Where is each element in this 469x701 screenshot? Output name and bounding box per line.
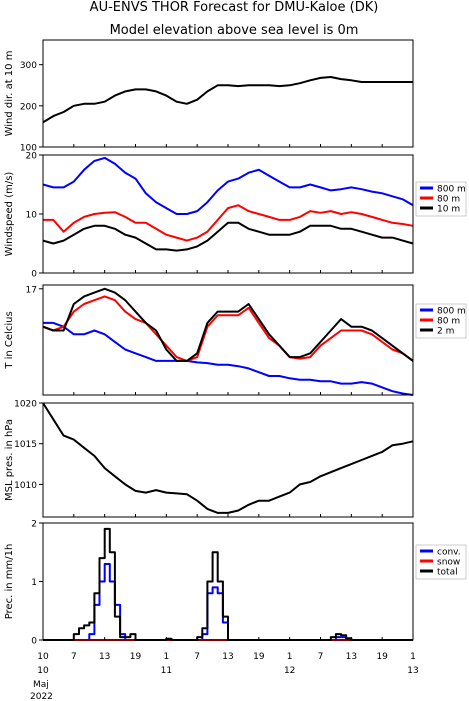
series-line-main	[42, 402, 414, 514]
series-line-10-m	[42, 221, 414, 252]
y-tick-label: 1020	[14, 400, 37, 410]
y-axis-label: MSL pres. in hPa	[4, 419, 15, 501]
y-tick-label: 0	[31, 637, 37, 647]
y-tick-label: 200	[20, 102, 37, 112]
x-tick-label: 19	[253, 652, 265, 662]
chart-title-line1: AU-ENVS THOR Forecast for DMU-Kaloe (DK)	[90, 0, 379, 15]
legend-label: snow	[437, 558, 460, 568]
panel-0: 100 200 300 Wind dir. at 10 m	[4, 39, 414, 154]
series-line-main	[42, 76, 413, 124]
x-day-label: 12	[284, 666, 295, 676]
y-axis-label: Windspeed (m/s)	[4, 172, 15, 257]
x-tick-label: 1	[287, 652, 293, 662]
x-tick-label: 13	[222, 652, 233, 662]
y-axis-label: Wind dir. at 10 m	[4, 51, 15, 137]
x-tick-label: 13	[346, 652, 357, 662]
x-tick-label: 1	[163, 652, 169, 662]
legend-label: 10 m	[437, 205, 460, 215]
panel-2: 17 T in Celcius 800 m80 m2 m	[4, 284, 467, 396]
x-tick-label: 13	[99, 652, 110, 662]
y-tick-label: 1	[31, 578, 37, 588]
x-day-label: 13	[407, 666, 418, 676]
panel-3: 1010 1015 1020 MSL pres. in hPa	[4, 400, 414, 518]
x-tick-label: 19	[130, 652, 142, 662]
chart-title-line2: Model elevation above sea level is 0m	[110, 23, 359, 38]
series-line-80-m	[42, 295, 414, 362]
x-day-label: 10	[37, 666, 49, 676]
legend-label: 80 m	[437, 317, 460, 327]
series-line-80-m	[43, 204, 414, 242]
series-line-2-m	[42, 287, 414, 362]
panel-frame	[42, 39, 414, 148]
y-tick-label: 300	[20, 61, 37, 71]
legend-label: conv.	[437, 548, 461, 558]
panel-1: 0 10 20 Windspeed (m/s) 800 m80 m10 m	[4, 152, 467, 280]
x-tick-label: 7	[194, 652, 200, 662]
series-line-total	[43, 527, 413, 641]
x-tick-label: 7	[318, 652, 324, 662]
x-day-label: 11	[161, 666, 172, 676]
x-tick-label: 19	[376, 652, 388, 662]
y-tick-label: 17	[26, 285, 37, 295]
legend-label: 800 m	[437, 185, 466, 195]
y-tick-label: 1015	[14, 440, 37, 450]
series-line-800-m	[43, 321, 414, 396]
series-line-800-m	[42, 156, 414, 215]
y-tick-label: 20	[26, 152, 38, 162]
y-tick-label: 1010	[14, 481, 37, 491]
y-tick-label: 100	[20, 144, 37, 154]
panel-frame	[42, 284, 414, 396]
y-axis-label: T in Celcius	[4, 311, 15, 369]
x-tick-label: 1	[410, 652, 416, 662]
legend: 800 m80 m2 m	[415, 303, 467, 339]
y-axis-label: Prec. in mm/1h	[4, 544, 15, 620]
x-tick-label: 10	[37, 652, 49, 662]
y-tick-label: 2	[31, 520, 37, 530]
x-tick-label: 7	[71, 652, 77, 662]
month-label: Maj	[33, 680, 49, 690]
y-tick-label: 10	[26, 211, 38, 221]
year-label: 2022	[30, 692, 53, 701]
legend-label: 80 m	[437, 195, 460, 205]
y-tick-label: 0	[31, 270, 37, 280]
legend-label: 2 m	[437, 327, 454, 337]
legend: 800 m80 m10 m	[415, 181, 467, 217]
legend-label: 800 m	[437, 307, 466, 317]
legend-label: total	[437, 568, 458, 578]
